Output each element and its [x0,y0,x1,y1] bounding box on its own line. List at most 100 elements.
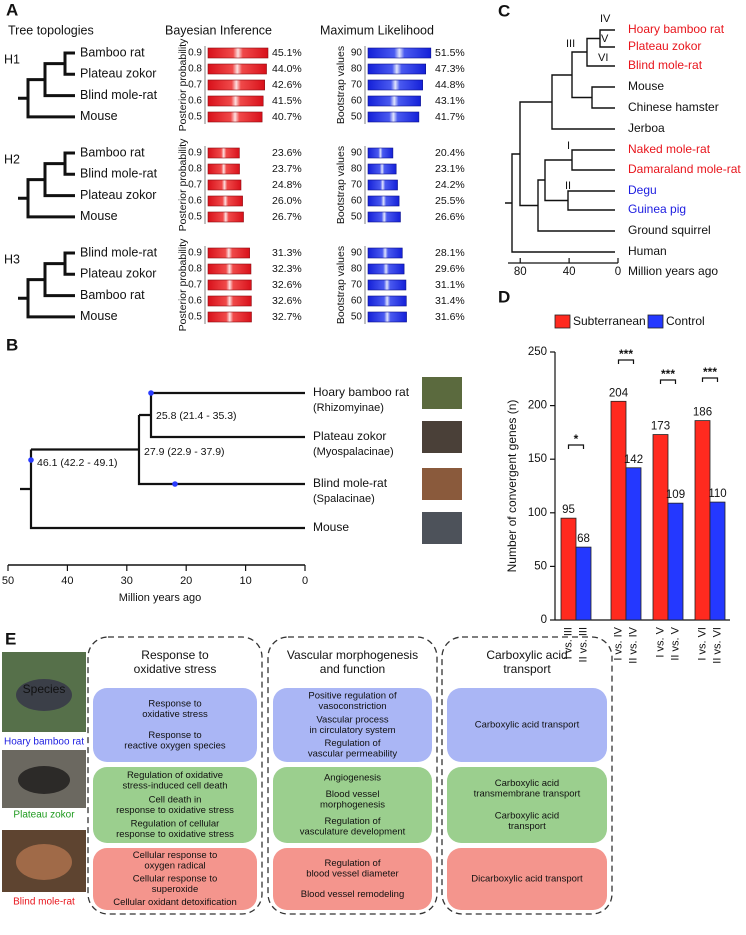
value-label: 44.8% [435,79,465,91]
taxon-label: Plateau zokor [80,188,156,202]
tree [20,391,305,530]
cell-text: Regulation of [325,816,381,827]
scale-label: 80 [351,64,363,75]
legend-swatch [554,314,571,329]
legend-label: Control [666,314,705,328]
cell-text: vasoconstriction [318,701,386,712]
cell-text: Blood vessel remodeling [301,889,405,900]
taxon-label: Hoary bamboo rat [313,385,410,399]
taxon-label: Plateau zokor [628,39,701,53]
column-box [267,636,438,915]
scale-label: 0.8 [188,164,202,175]
value-label: 23.6% [272,147,302,159]
legend-swatch [647,314,664,329]
x-tick-label: 80 [514,266,527,278]
bar [207,247,250,259]
column-title: transport [503,662,551,676]
value-label: 186 [693,407,712,419]
bar [625,467,642,621]
column-box [87,636,263,915]
taxon-label: Hoary bamboo rat [628,22,725,36]
value-label: 51.5% [435,47,465,59]
scale-label: 70 [351,280,363,291]
species-label: Hoary bamboo rat [4,737,84,748]
x-tick-label: 30 [121,575,133,587]
cell-text: Positive regulation of [308,691,397,702]
cell-text: in circulatory system [309,725,395,736]
bar [367,147,394,159]
cell-text: oxygen radical [144,861,205,872]
taxon-label: Mouse [313,520,349,534]
taxon-label: Bamboo rat [80,45,145,59]
cell-text: Vascular process [316,714,388,725]
bar [367,311,407,323]
taxon-label: Guinea pig [628,202,686,216]
x-axis-label: Million years ago [119,592,202,604]
value-label: 68 [577,533,590,545]
cell-text: Dicarboxylic acid transport [471,874,583,885]
tree [18,151,75,219]
bar [367,263,405,275]
photos [2,377,462,892]
cell-text: Blood vessel [326,789,380,800]
scale-label: 0.7 [188,280,202,291]
cell-text: oxidative stress [142,709,208,720]
bar [207,211,244,223]
cell [447,848,607,910]
value-label: 43.1% [435,95,465,107]
topology-name: H1 [4,52,20,66]
cell-text: vascular permeability [308,749,397,760]
taxon-label: Human [628,244,667,258]
value-label: 20.4% [435,147,465,159]
node-label: 27.9 (22.9 - 37.9) [144,446,225,458]
panel-letter: B [6,335,18,354]
topology-name: H2 [4,152,20,166]
taxon-label: Naked mole-rat [628,142,711,156]
bar [367,63,427,75]
x-tick-label: II vs. VI [711,627,723,664]
axis-label: Posterior probability [177,238,189,332]
x-tick-label: 0 [302,575,308,587]
cell-text: Carboxylic acid transport [475,720,580,731]
scale-label: 50 [351,112,363,123]
y-tick-label: 250 [528,346,547,358]
scale-label: 80 [351,264,363,275]
x-tick-label: II vs. IV [627,626,639,663]
column-header: Species [23,682,66,696]
cell-text: Response to [148,698,201,709]
y-tick-label: 0 [541,614,547,626]
bar [207,79,265,91]
cell-text: response to oxidative stress [116,805,234,816]
scale-label: 0.6 [188,196,202,207]
bar [207,179,242,191]
taxon-label: Blind mole-rat [80,88,158,102]
tree [18,251,75,319]
axis-label: Bootstrap values [335,146,347,224]
scale-label: 70 [351,180,363,191]
bar [207,95,264,107]
significance-label: *** [703,365,717,379]
cell [273,767,432,843]
bar [367,79,423,91]
bar [207,311,252,323]
scale-label: 0.5 [188,212,202,223]
bar [207,295,252,307]
cell-text: Regulation of [325,738,381,749]
significance-bracket [617,359,635,364]
scale-label: 0.7 [188,80,202,91]
cell-text: Response to [148,730,201,741]
scale-label: 70 [351,80,363,91]
bar [367,279,407,291]
taxon-label: Jerboa [628,121,665,135]
value-label: 25.5% [435,195,465,207]
x-tick-label: I vs. V [654,626,666,657]
clade-label: IV [600,13,611,25]
value-label: 32.6% [272,279,302,291]
cell-text: Cellular response to [133,874,218,885]
significance-bracket [567,444,585,449]
column-header: Bayesian Inference [165,23,272,37]
value-label: 31.4% [435,295,465,307]
clade-label: II [565,180,571,192]
cell [93,848,257,910]
